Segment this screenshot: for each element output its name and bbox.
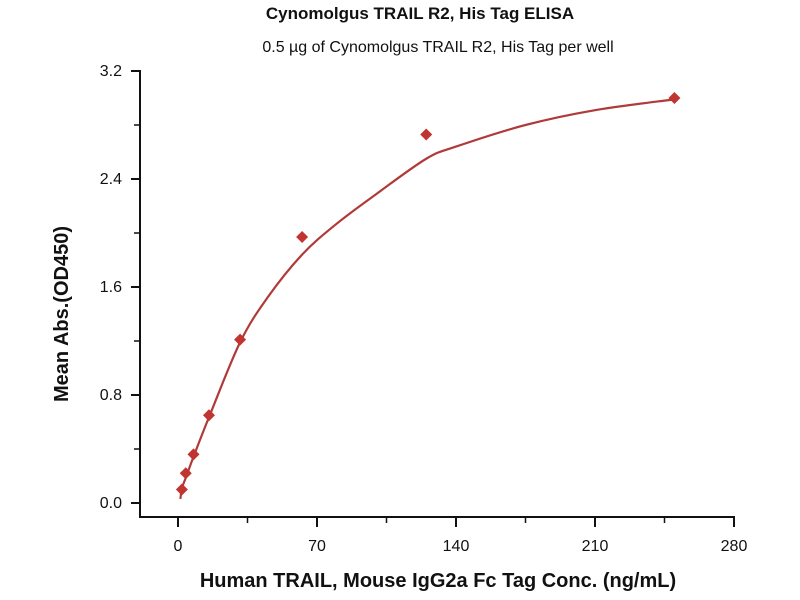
data-point [187, 448, 200, 461]
data-point [668, 92, 681, 104]
y-tick-label: 1.6 [100, 279, 122, 296]
data-point [202, 409, 215, 422]
data-point [420, 128, 433, 141]
y-tick-label: 2.4 [100, 171, 122, 188]
chart-title: Cynomolgus TRAIL R2, His Tag ELISA [266, 4, 574, 23]
x-tick-label: 210 [582, 538, 609, 555]
x-tick-label: 140 [443, 538, 470, 555]
y-axis-label: Mean Abs.(OD450) [51, 226, 73, 402]
fit-curve-line [179, 98, 675, 500]
y-tick-label: 3.2 [100, 63, 122, 80]
data-point [179, 467, 192, 480]
x-tick-label: 280 [721, 538, 748, 555]
y-tick-label: 0.0 [100, 495, 122, 512]
data-point [296, 231, 309, 244]
x-tick-label: 0 [174, 538, 183, 555]
data-point [175, 483, 188, 496]
chart-subtitle: 0.5 µg of Cynomolgus TRAIL R2, His Tag p… [262, 39, 613, 56]
x-axis-label: Human TRAIL, Mouse IgG2a Fc Tag Conc. (n… [200, 570, 676, 592]
y-tick-label: 0.8 [100, 387, 122, 404]
data-point [234, 333, 247, 346]
x-tick-label: 70 [308, 538, 326, 555]
